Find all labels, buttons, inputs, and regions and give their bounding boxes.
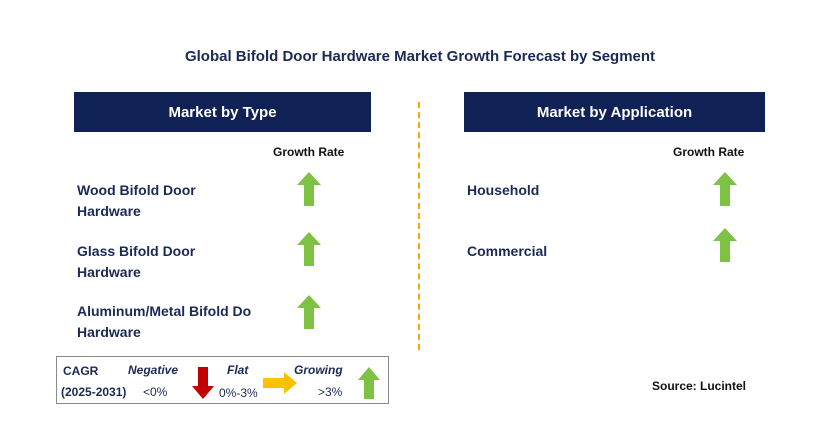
application-row-household: Household [467, 182, 540, 198]
chart-title: Global Bifold Door Hardware Market Growt… [184, 48, 656, 65]
type-row-aluminum-line1: Aluminum/Metal Bifold Do [77, 303, 252, 319]
type-row-wood-line1: Wood Bifold Door [77, 182, 196, 198]
type-row-aluminum-line2: Hardware [77, 324, 141, 340]
type-row-wood-line2: Hardware [77, 203, 141, 219]
up-arrow-icon [297, 172, 321, 206]
up-arrow-icon [713, 228, 737, 262]
up-arrow-icon [713, 172, 737, 206]
panel-divider [418, 102, 420, 350]
type-row-glass-line1: Glass Bifold Door [77, 243, 196, 259]
application-growth-rate-header: Growth Rate [673, 145, 745, 159]
legend-cagr: CAGR [63, 364, 99, 378]
down-arrow-icon [192, 367, 214, 399]
type-row-aluminum: Aluminum/Metal Bifold Do Hardware [77, 301, 252, 343]
up-arrow-icon [297, 232, 321, 266]
type-row-wood: Wood Bifold Door Hardware [77, 180, 257, 222]
legend-negative-label: Negative [128, 363, 179, 377]
legend-negative-range: <0% [143, 385, 168, 399]
right-arrow-icon [263, 372, 297, 394]
legend-flat-label: Flat [227, 363, 249, 377]
up-arrow-icon [297, 295, 321, 329]
type-row-glass-line2: Hardware [77, 264, 141, 280]
type-growth-rate-header: Growth Rate [273, 145, 345, 159]
up-arrow-icon [358, 367, 380, 399]
source-note: Source: Lucintel [652, 379, 747, 393]
legend-period: (2025-2031) [61, 385, 127, 399]
type-row-glass: Glass Bifold Door Hardware [77, 241, 257, 283]
legend-growing-label: Growing [294, 363, 343, 377]
cagr-legend: CAGR (2025-2031) Negative <0% Flat 0%-3%… [56, 356, 389, 404]
legend-flat-range: 0%-3% [219, 386, 258, 400]
legend-growing-range: >3% [318, 385, 343, 399]
type-panel-header: Market by Type [74, 92, 371, 132]
application-row-commercial: Commercial [467, 243, 548, 259]
application-panel-header: Market by Application [464, 92, 765, 132]
